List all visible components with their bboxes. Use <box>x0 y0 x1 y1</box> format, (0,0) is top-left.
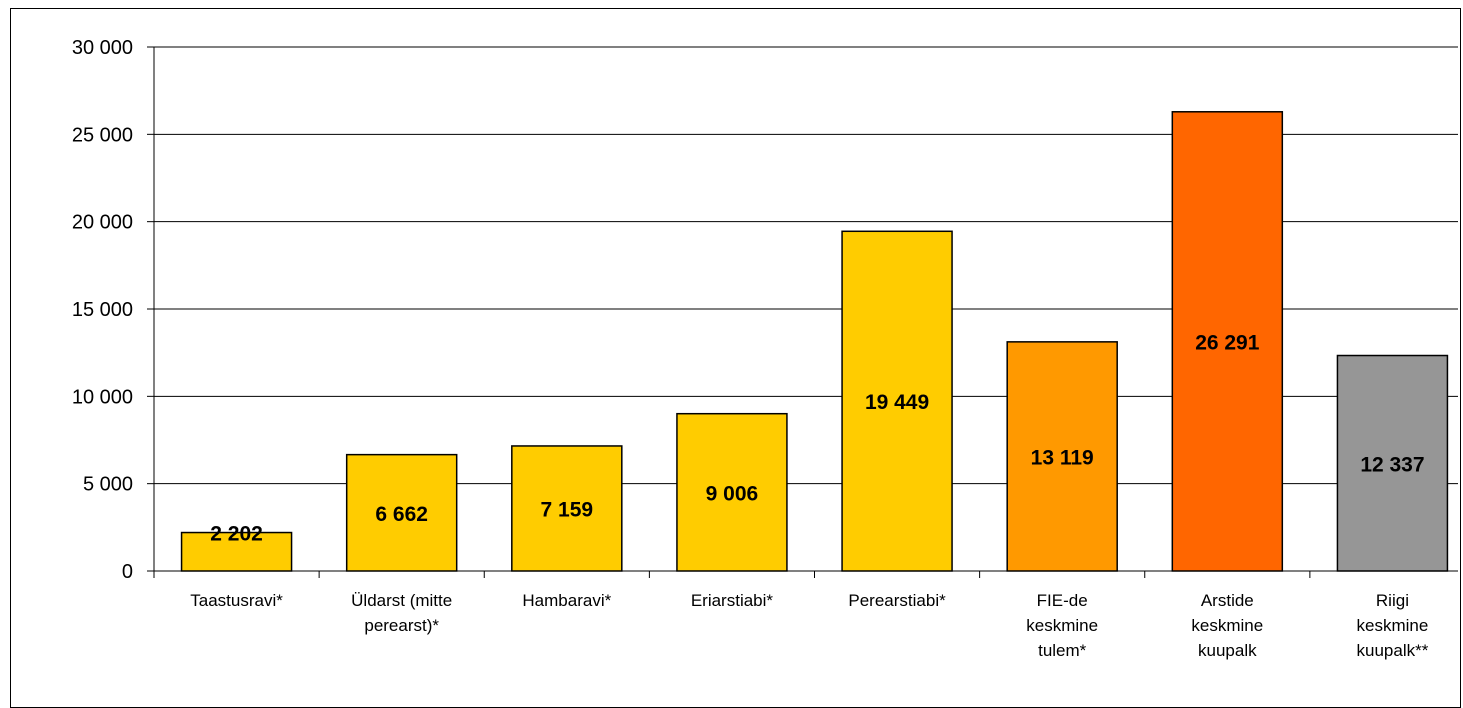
bar <box>511 445 623 572</box>
category-label-line: Hambaravi* <box>522 591 611 610</box>
category-label-line: tulem* <box>1038 641 1087 660</box>
bar <box>1171 111 1284 572</box>
category-label-line: Arstide <box>1201 591 1254 610</box>
category-label-line: kuupalk <box>1198 641 1257 660</box>
category-label: Eriarstiabi* <box>691 591 774 610</box>
category-label: Riigi keskmine kuupalk** <box>1357 591 1429 660</box>
data-label: 26 291 <box>1195 331 1260 354</box>
bar <box>180 531 293 572</box>
category-label: Perearstiabi* <box>848 591 946 610</box>
category-label-line: Riigi <box>1376 591 1409 610</box>
category-label-line: keskmine <box>1357 616 1429 635</box>
bar-chart: 0 5 000 10 000 15 000 20 000 25 000 30 000 2 20… <box>72 37 1458 660</box>
category-label: FIE-de keskmine tulem* <box>1026 591 1098 660</box>
category-label-line: Üldarst (mitte <box>351 591 452 610</box>
data-label: 7 159 <box>541 498 594 521</box>
bar <box>841 230 953 572</box>
data-label: 12 337 <box>1360 453 1424 476</box>
category-label-line: perearst)* <box>364 616 439 635</box>
bar <box>345 453 458 572</box>
category-label-line: keskmine <box>1191 616 1263 635</box>
category-label: Taastusravi* <box>190 591 283 610</box>
y-tick-label: 10 000 <box>72 386 133 408</box>
y-tick-label: 5 000 <box>83 474 133 496</box>
category-label: Üldarst (mitte perearst)* <box>351 591 452 635</box>
data-label: 9 006 <box>706 482 759 505</box>
category-label-line: FIE-de <box>1037 591 1088 610</box>
y-tick-label: 0 <box>122 561 133 583</box>
y-tick-label: 30 000 <box>72 37 133 59</box>
category-label: Arstide keskmine kuupalk <box>1191 591 1263 660</box>
category-label-line: Eriarstiabi* <box>691 591 774 610</box>
data-label: 13 119 <box>1031 446 1094 469</box>
y-tick-label: 25 000 <box>72 124 133 146</box>
bar <box>1006 341 1118 572</box>
data-label: 6 662 <box>375 503 428 526</box>
y-tick-label: 15 000 <box>72 299 133 321</box>
bar <box>1336 354 1449 572</box>
category-label: Hambaravi* <box>522 591 611 610</box>
bar <box>676 412 788 572</box>
category-label-line: Perearstiabi* <box>848 591 946 610</box>
category-label-line: keskmine <box>1026 616 1098 635</box>
data-label: 2 202 <box>210 523 263 546</box>
category-label-line: Taastusravi* <box>190 591 283 610</box>
category-label-line: kuupalk** <box>1357 641 1429 660</box>
y-tick-label: 20 000 <box>72 212 133 234</box>
data-label: 19 449 <box>865 391 929 414</box>
